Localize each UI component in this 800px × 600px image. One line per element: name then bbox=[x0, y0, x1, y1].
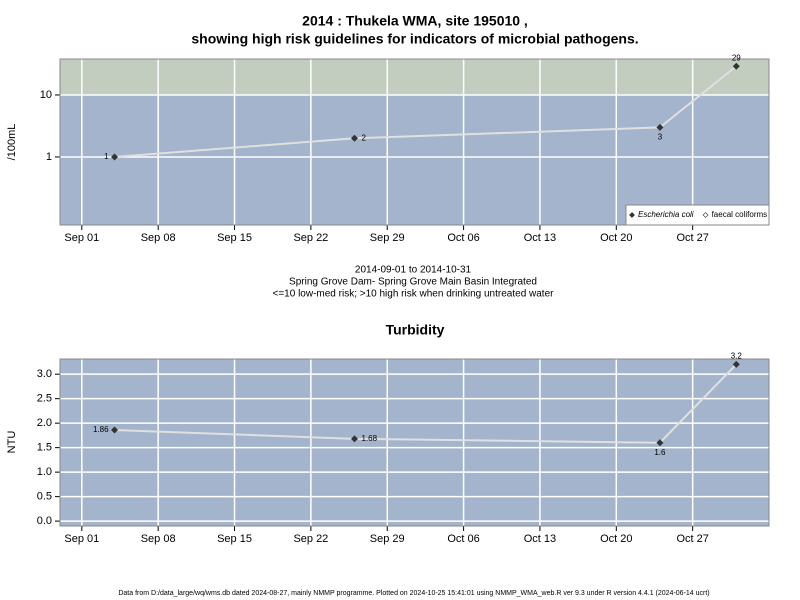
threshold-band bbox=[60, 59, 769, 95]
data-point bbox=[351, 134, 359, 142]
x-tick-label: Sep 22 bbox=[293, 533, 328, 545]
x-tick-label: Sep 29 bbox=[370, 533, 405, 545]
data-label: 3.2 bbox=[731, 351, 743, 360]
data-line bbox=[114, 65, 737, 158]
y-tick-label: 0.0 bbox=[37, 515, 52, 527]
legend-marker bbox=[702, 212, 709, 218]
x-tick-label: Oct 06 bbox=[447, 232, 479, 244]
footer: Data from D:/data_large/wq/wms.db dated … bbox=[118, 590, 709, 597]
plot-frame bbox=[59, 58, 770, 226]
legend-marker bbox=[629, 212, 635, 218]
data-label: 29 bbox=[732, 53, 741, 62]
data-point bbox=[732, 360, 740, 368]
data-line bbox=[114, 363, 737, 444]
data-label: 2 bbox=[362, 133, 367, 142]
data-point bbox=[111, 426, 119, 434]
legend-label: Escherichia coli bbox=[638, 210, 694, 219]
data-label: 1.68 bbox=[362, 434, 378, 443]
x-tick-label: Sep 01 bbox=[64, 232, 99, 244]
data-point bbox=[656, 123, 664, 131]
y-tick-label: 2.5 bbox=[37, 393, 52, 405]
legend-box bbox=[625, 204, 770, 226]
chart-subtitle: showing high risk guidelines for indicat… bbox=[191, 31, 638, 47]
x-tick-label: Oct 27 bbox=[676, 232, 708, 244]
data-label: 1.6 bbox=[654, 448, 666, 457]
legend-label: faecal coliforms bbox=[712, 210, 768, 219]
x-tick-label: Sep 01 bbox=[64, 533, 99, 545]
data-point bbox=[111, 153, 119, 161]
data-point bbox=[732, 62, 740, 70]
chart-title: Turbidity bbox=[386, 322, 445, 338]
y-tick-label: 1.5 bbox=[37, 442, 52, 454]
x-tick-label: Oct 27 bbox=[676, 533, 708, 545]
chart-title: 2014 : Thukela WMA, site 195010 , bbox=[302, 13, 528, 29]
y-tick-label: 1.0 bbox=[37, 466, 52, 478]
x-tick-label: Sep 15 bbox=[217, 232, 252, 244]
plot-frame bbox=[59, 358, 770, 527]
y-tick-label: 3.0 bbox=[37, 368, 52, 380]
data-label: 1 bbox=[104, 152, 109, 161]
y-axis-label: /100mL bbox=[6, 124, 18, 161]
data-point bbox=[656, 439, 664, 447]
note: Spring Grove Dam- Spring Grove Main Basi… bbox=[289, 277, 537, 288]
y-tick-label: 0.5 bbox=[37, 491, 52, 503]
x-tick-label: Oct 20 bbox=[600, 533, 632, 545]
note: <=10 low-med risk; >10 high risk when dr… bbox=[273, 289, 555, 300]
y-tick-label: 10 bbox=[40, 89, 52, 101]
y-axis-label: NTU bbox=[6, 431, 18, 454]
x-tick-label: Oct 20 bbox=[600, 232, 632, 244]
data-point bbox=[351, 435, 359, 443]
x-tick-label: Oct 13 bbox=[524, 533, 556, 545]
note: 2014-09-01 to 2014-10-31 bbox=[355, 265, 472, 276]
x-tick-label: Oct 06 bbox=[447, 533, 479, 545]
x-tick-label: Sep 29 bbox=[370, 232, 405, 244]
data-label: 1.86 bbox=[93, 425, 109, 434]
x-tick-label: Oct 13 bbox=[524, 232, 556, 244]
x-tick-label: Sep 22 bbox=[293, 232, 328, 244]
x-tick-label: Sep 08 bbox=[141, 232, 176, 244]
x-tick-label: Sep 15 bbox=[217, 533, 252, 545]
y-tick-label: 1 bbox=[46, 151, 52, 163]
data-label: 3 bbox=[658, 132, 663, 141]
y-tick-label: 2.0 bbox=[37, 417, 52, 429]
x-tick-label: Sep 08 bbox=[141, 533, 176, 545]
